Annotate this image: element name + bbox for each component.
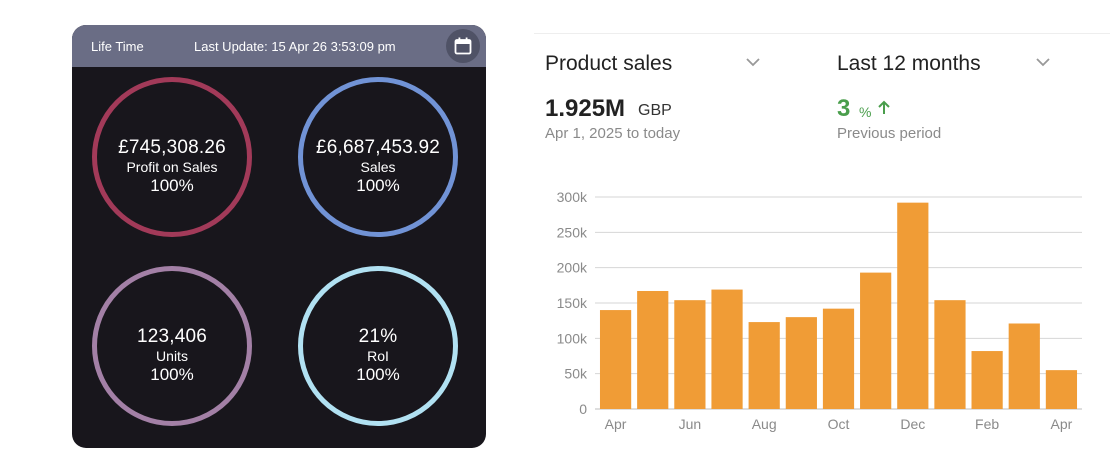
x-tick-label: Jun (679, 416, 702, 432)
y-tick-label: 200k (557, 260, 588, 276)
y-tick-label: 100k (557, 330, 588, 346)
comparison-text: Previous period (837, 125, 942, 142)
profit-percent: 100% (150, 176, 194, 195)
bar (785, 317, 817, 409)
bar (934, 300, 966, 409)
x-tick-label: Apr (1051, 416, 1073, 432)
change-value: 3 (837, 95, 851, 122)
bar (822, 308, 855, 409)
units-value: 123,406 (136, 326, 208, 347)
y-tick-label: 300k (557, 189, 588, 205)
bar (971, 351, 1003, 409)
period-select-label[interactable]: Last 12 months (837, 52, 981, 75)
units-percent: 100% (150, 365, 194, 384)
roi-percent: 100% (356, 365, 400, 384)
units-metric-ring: 123,406 Units 100% (92, 266, 252, 426)
roi-value: 21% (358, 326, 398, 347)
last-update-text: Last Update: 15 Apr 26 3:53:09 pm (194, 39, 396, 54)
arrow-up-icon (878, 100, 890, 114)
bar (897, 202, 929, 409)
roi-metric-ring: 21% RoI 100% (298, 266, 458, 426)
bar (674, 300, 706, 409)
sales-bar-chart: 0 50k 100k 150k 200k 250k 300k Apr Jun Aug Oct Dec F… (557, 189, 1082, 432)
chevron-down-icon[interactable] (745, 57, 761, 67)
sales-value: £6,687,453.92 (315, 137, 441, 158)
y-tick-label: 150k (557, 295, 588, 311)
calendar-icon (454, 37, 472, 55)
bar (748, 322, 780, 409)
total-sales-unit: GBP (638, 102, 672, 119)
bar (711, 289, 743, 409)
widget-title: Life Time (91, 39, 144, 54)
total-sales-value: 1.925M (545, 95, 626, 122)
roi-label: RoI (367, 348, 389, 364)
sales-percent: 100% (356, 176, 400, 195)
sales-metric-ring: £6,687,453.92 Sales 100% (298, 77, 458, 237)
x-tick-label: Oct (828, 416, 850, 432)
bar (860, 272, 892, 409)
panel-top-divider (534, 33, 1110, 34)
sales-label: Sales (360, 159, 396, 175)
y-tick-label: 250k (557, 224, 588, 240)
profit-metric-ring: £745,308.26 Profit on Sales 100% (92, 77, 252, 237)
bar (1008, 323, 1040, 409)
lifetime-widget: Life Time Last Update: 15 Apr 26 3:53:09… (72, 25, 486, 448)
chevron-down-icon[interactable] (1035, 57, 1051, 67)
metric-select-label[interactable]: Product sales (545, 52, 673, 75)
bar (599, 310, 632, 409)
profit-value: £745,308.26 (118, 137, 226, 158)
x-tick-label: Aug (752, 416, 777, 432)
x-tick-label: Feb (975, 416, 999, 432)
profit-label: Profit on Sales (126, 159, 218, 175)
x-tick-label: Dec (900, 416, 925, 432)
bar (1045, 370, 1078, 409)
change-unit: % (859, 104, 872, 120)
y-tick-label: 0 (579, 401, 587, 417)
y-tick-label: 50k (564, 366, 588, 382)
calendar-button[interactable] (446, 29, 480, 63)
widget-header: Life Time Last Update: 15 Apr 26 3:53:09… (72, 25, 486, 67)
bar (637, 290, 669, 409)
units-label: Units (156, 348, 188, 364)
date-range-text: Apr 1, 2025 to today (545, 125, 681, 142)
x-tick-label: Apr (605, 416, 627, 432)
